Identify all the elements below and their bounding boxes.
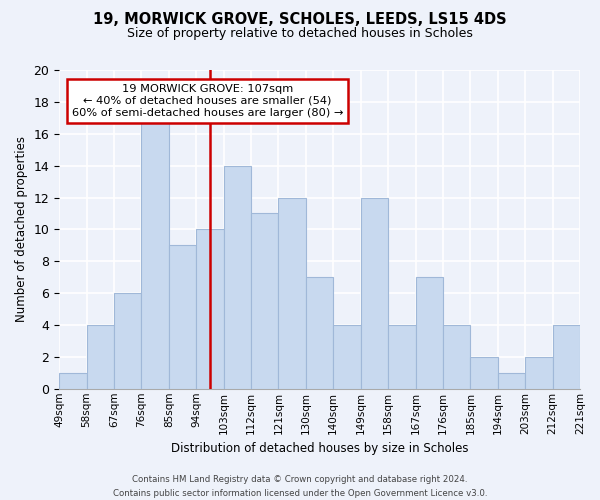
Bar <box>169 246 196 389</box>
Bar <box>278 198 306 389</box>
Bar <box>224 166 251 389</box>
Bar <box>553 325 580 389</box>
Bar <box>196 230 224 389</box>
Text: Contains HM Land Registry data © Crown copyright and database right 2024.
Contai: Contains HM Land Registry data © Crown c… <box>113 476 487 498</box>
Bar <box>142 118 169 389</box>
Text: 19 MORWICK GROVE: 107sqm
← 40% of detached houses are smaller (54)
60% of semi-d: 19 MORWICK GROVE: 107sqm ← 40% of detach… <box>72 84 343 117</box>
Bar <box>114 293 142 389</box>
X-axis label: Distribution of detached houses by size in Scholes: Distribution of detached houses by size … <box>171 442 469 455</box>
Bar <box>59 373 86 389</box>
Text: Size of property relative to detached houses in Scholes: Size of property relative to detached ho… <box>127 28 473 40</box>
Bar <box>388 325 416 389</box>
Bar <box>525 357 553 389</box>
Bar <box>498 373 525 389</box>
Bar <box>306 277 333 389</box>
Bar <box>470 357 498 389</box>
Bar <box>416 277 443 389</box>
Text: 19, MORWICK GROVE, SCHOLES, LEEDS, LS15 4DS: 19, MORWICK GROVE, SCHOLES, LEEDS, LS15 … <box>93 12 507 28</box>
Bar <box>333 325 361 389</box>
Bar <box>251 214 278 389</box>
Bar <box>443 325 470 389</box>
Bar <box>361 198 388 389</box>
Y-axis label: Number of detached properties: Number of detached properties <box>15 136 28 322</box>
Bar <box>86 325 114 389</box>
